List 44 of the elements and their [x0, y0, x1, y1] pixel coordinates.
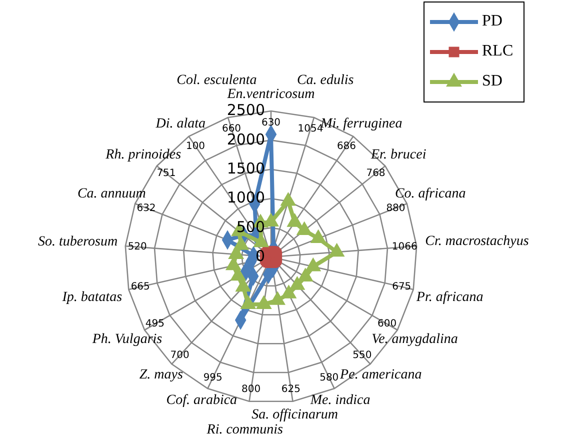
- spoke-label: Cof. arabica: [166, 393, 238, 408]
- text: 632: [136, 202, 156, 214]
- text: 995: [203, 372, 222, 384]
- text: 1054: [298, 124, 324, 135]
- text: 100: [186, 141, 206, 152]
- text: 550: [352, 350, 372, 361]
- text: 700: [170, 350, 190, 361]
- legend-label: PD: [482, 12, 502, 30]
- spoke-label: Ri. communis: [206, 422, 284, 436]
- spoke-label: Z. mays: [139, 368, 184, 383]
- text: 675: [392, 282, 412, 293]
- spoke-label: Ca. annuum: [77, 186, 146, 202]
- text: 600: [378, 318, 397, 330]
- text: 686: [336, 141, 356, 152]
- text: 1066: [392, 242, 418, 253]
- spoke-label: So. tuberosum: [38, 234, 118, 250]
- spoke-label: Col. esculenta: [176, 73, 257, 88]
- text: 768: [366, 168, 386, 180]
- text: 520: [128, 242, 147, 253]
- legend-label: SD: [482, 72, 502, 90]
- spoke-label: Ip. batatas: [61, 290, 123, 306]
- text: 880: [386, 202, 406, 214]
- text: 495: [145, 318, 164, 330]
- spoke-label: Di. alata: [154, 116, 206, 132]
- legend-label: RLC: [482, 42, 514, 60]
- text: 751: [156, 168, 176, 180]
- spoke-label: Me. indica: [309, 393, 370, 408]
- spoke-label: Ve. amygdalina: [372, 332, 458, 348]
- spoke-label: Cr. macrostachyus: [425, 234, 530, 249]
- text: 580: [320, 372, 339, 384]
- spoke-label: Sa. officinarum: [252, 408, 338, 423]
- text: 630: [261, 118, 281, 129]
- text: 800: [241, 384, 261, 396]
- y-tick-label: 2500: [226, 101, 265, 120]
- spoke-label: Rh. prinoides: [104, 147, 182, 162]
- text: 665: [130, 282, 150, 293]
- spoke-label: Co. africana: [394, 186, 466, 202]
- spoke-label: Pe. americana: [339, 368, 422, 383]
- spoke-label: Pr. africana: [415, 290, 484, 306]
- spoke-label: Ph. Vulgaris: [91, 332, 163, 348]
- spoke-label: En.ventricosum: [226, 87, 315, 102]
- text: 625: [281, 384, 301, 396]
- spoke-label: Ca. edulis: [296, 73, 354, 88]
- spoke-label: Er. brucei: [370, 147, 426, 162]
